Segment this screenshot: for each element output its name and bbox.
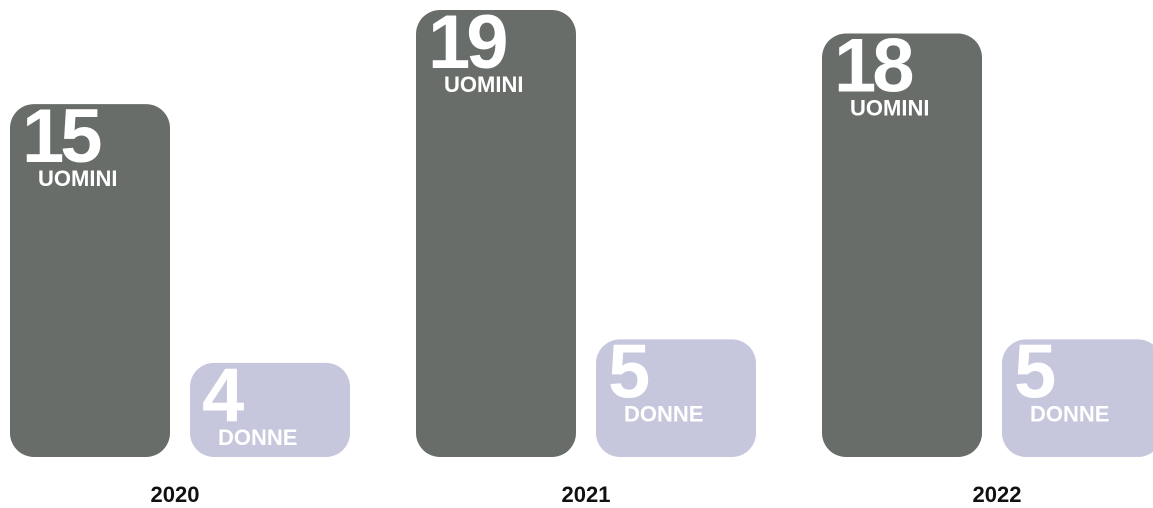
bar: [10, 104, 170, 458]
value-label: 5: [1014, 329, 1055, 414]
series-label: DONNE: [218, 425, 297, 450]
bar: [596, 339, 756, 457]
x-tick-label: 2020: [151, 482, 200, 507]
bar: [416, 10, 576, 457]
x-tick-label: 2022: [973, 482, 1022, 507]
value-label: 5: [608, 329, 649, 414]
bar: [822, 33, 982, 458]
series-label: UOMINI: [444, 72, 523, 97]
value-label: 19: [428, 0, 506, 85]
bar: [190, 362, 350, 457]
series-label: DONNE: [624, 401, 703, 426]
series-label: UOMINI: [38, 166, 117, 191]
series-label: UOMINI: [850, 96, 929, 121]
series-label: DONNE: [1030, 401, 1109, 426]
bar: [1002, 339, 1153, 457]
x-tick-label: 2021: [562, 482, 611, 507]
value-label: 18: [834, 24, 912, 109]
value-label: 15: [22, 94, 101, 179]
